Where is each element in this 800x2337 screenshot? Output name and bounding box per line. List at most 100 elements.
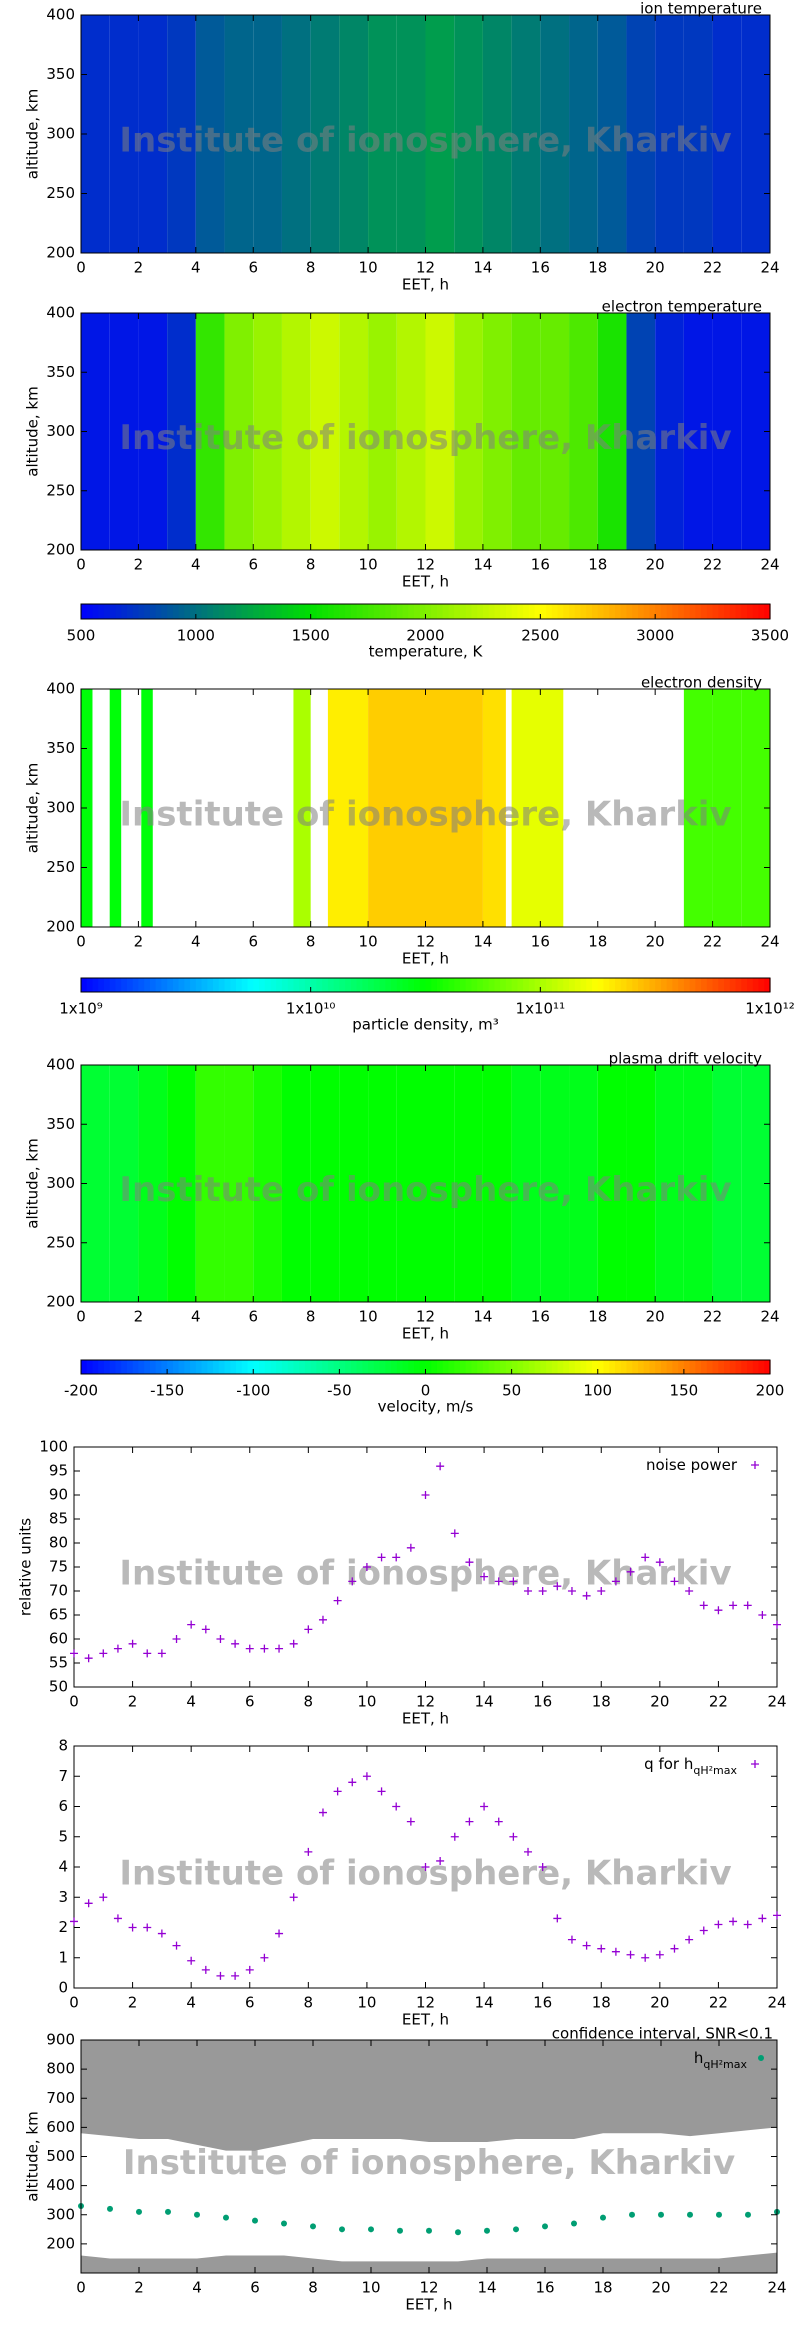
colorbar-segment	[184, 1360, 191, 1374]
heat-cell	[482, 689, 506, 927]
x-tick-label: 6	[248, 259, 258, 277]
y-tick-label: 75	[49, 1558, 68, 1576]
x-tick-label: 8	[306, 556, 316, 574]
heat-cell	[425, 15, 455, 253]
point	[745, 2211, 751, 2218]
colorbar-segment	[345, 604, 352, 619]
colorbar-segment	[86, 978, 94, 992]
x-tick-label: 8	[306, 1308, 316, 1326]
colorbar-segment	[517, 978, 524, 992]
x-axis-label: EET, h	[402, 573, 449, 591]
x-tick-label: 16	[533, 1994, 552, 2012]
heat-cell	[396, 313, 426, 550]
colorbar-segment	[270, 604, 277, 619]
colorbar-segment	[488, 604, 495, 619]
colorbar-segment	[253, 604, 260, 619]
colorbar-segment	[592, 978, 599, 992]
colorbar-segment	[569, 978, 576, 992]
colorbar-segment	[391, 1360, 398, 1374]
colorbar-segment	[241, 604, 249, 619]
colorbar-segment	[454, 1360, 461, 1374]
colorbar-segment	[270, 978, 277, 992]
x-tick-label: 10	[357, 1994, 376, 2012]
colorbar-segment	[230, 604, 237, 619]
colorbar-segment	[494, 604, 501, 619]
point	[143, 1649, 152, 1658]
y-tick-label: 350	[46, 65, 75, 83]
colorbar-tick-label: 100	[583, 1382, 612, 1400]
y-tick-label: 400	[46, 6, 75, 24]
heat-cell	[597, 313, 627, 550]
point	[201, 1965, 210, 1974]
x-tick-label: 10	[357, 1693, 376, 1711]
colorbar-segment	[660, 1360, 668, 1374]
y-tick-label: 4	[58, 1858, 68, 1876]
point	[480, 1802, 489, 1811]
point	[524, 1847, 533, 1856]
colorbar-segment	[356, 604, 363, 619]
y-tick-label: 250	[46, 858, 75, 876]
point	[729, 1601, 738, 1610]
colorbar-segment	[190, 604, 197, 619]
colorbar-segment	[563, 604, 570, 619]
x-tick-label: 4	[186, 1994, 196, 2012]
colorbar-segment	[551, 604, 559, 619]
colorbar-segment	[666, 604, 673, 619]
colorbar-segment	[161, 1360, 168, 1374]
colorbar-segment	[643, 1360, 651, 1374]
colorbar-segment	[557, 1360, 564, 1374]
colorbar-segment	[368, 1360, 375, 1374]
watermark: Institute of ionosphere, Kharkiv	[119, 1554, 731, 1594]
colorbar-segment	[614, 978, 622, 992]
point	[289, 1639, 298, 1648]
x-tick-label: 18	[593, 2279, 612, 2297]
point	[260, 1953, 269, 1962]
colorbar-segment	[459, 978, 467, 992]
colorbar-segment	[735, 1360, 742, 1374]
legend-marker	[758, 2055, 764, 2061]
panel-title: electron density	[641, 674, 762, 692]
legend-label: hqH²max	[694, 2049, 748, 2071]
colorbar-segment	[729, 1360, 737, 1374]
point	[172, 1635, 181, 1643]
colorbar-segment	[488, 978, 495, 992]
heat-cell	[368, 689, 426, 927]
colorbar-segment	[505, 1360, 513, 1374]
colorbar-segment	[103, 1360, 111, 1374]
x-tick-label: 18	[592, 1994, 611, 2012]
colorbar-tick-label: 500	[67, 627, 96, 645]
heat-cell	[712, 313, 742, 550]
y-tick-label: 200	[46, 244, 75, 262]
colorbar-segment	[322, 978, 329, 992]
colorbar-segment	[396, 978, 404, 992]
point	[641, 1553, 650, 1562]
y-tick-label: 200	[46, 1293, 75, 1311]
x-tick-label: 4	[191, 1308, 201, 1326]
colorbar-segment	[414, 1360, 421, 1374]
colorbar-segment	[287, 978, 295, 992]
colorbar-segment	[333, 604, 340, 619]
colorbar-segment	[574, 978, 582, 992]
heat-cell	[569, 15, 598, 253]
heat-cell	[597, 15, 627, 253]
colorbar-segment	[735, 604, 742, 619]
point	[582, 1941, 591, 1950]
point	[553, 1914, 562, 1923]
x-tick-label: 14	[473, 933, 492, 951]
x-tick-label: 10	[359, 259, 378, 277]
colorbar-segment	[316, 604, 323, 619]
colorbar-segment	[333, 978, 340, 992]
heat-cell	[655, 1065, 684, 1302]
colorbar-segment	[546, 978, 553, 992]
point	[348, 1778, 357, 1787]
colorbar-segment	[465, 978, 473, 992]
x-tick-label: 24	[767, 1994, 786, 2012]
point	[465, 1817, 474, 1826]
colorbar-segment	[534, 1360, 541, 1374]
point	[524, 1587, 533, 1595]
point	[465, 1558, 474, 1567]
point	[348, 1577, 357, 1586]
x-tick-label: 14	[475, 1994, 494, 2012]
point	[128, 1639, 137, 1648]
colorbar-segment	[609, 978, 616, 992]
